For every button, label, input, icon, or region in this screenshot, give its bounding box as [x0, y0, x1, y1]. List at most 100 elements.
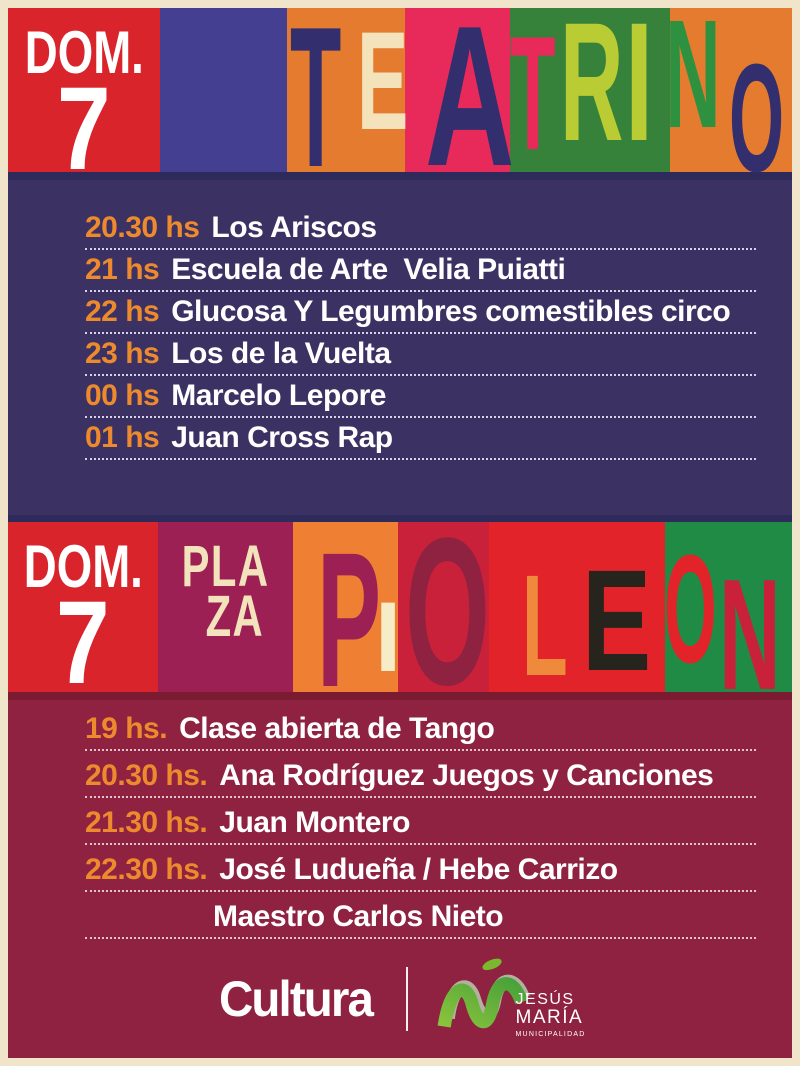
color-block	[670, 8, 792, 172]
event-title: Marcelo Lepore	[171, 379, 386, 412]
letter-glyph: E	[582, 539, 652, 701]
org-line3: MUNICIPALIDAD	[515, 1030, 586, 1038]
schedule-row: 21.30 hs. Juan Montero	[85, 798, 756, 845]
event-title: Glucosa Y Legumbres comestibles circo	[171, 295, 731, 328]
title-letter-N: N	[665, 0, 776, 151]
event-title: Juan Montero	[219, 806, 410, 839]
title-letter-T: T	[510, 13, 609, 175]
event-time: 22 hs	[85, 295, 160, 328]
letter-glyph: N	[665, 0, 721, 160]
org-line1: JESÚS	[515, 991, 575, 1008]
letter-glyph: T	[510, 3, 556, 184]
day-block-pio-leon: DOM. 7	[8, 522, 158, 709]
schedule-row: 01 hs Juan Cross Rap	[85, 418, 756, 460]
day-number: 7	[56, 577, 110, 709]
title-letter-L: L	[522, 553, 610, 697]
event-time: 20.30 hs	[85, 211, 200, 244]
day-label: DOM.	[23, 533, 143, 600]
color-block	[665, 522, 792, 692]
letter-glyph: I	[625, 0, 654, 176]
color-block	[158, 522, 293, 692]
title-letter-E: E	[357, 11, 450, 151]
pio-leon-schedule: 19 hs. Clase abierta de Tango 20.30 hs. Ana…	[8, 700, 792, 939]
jesus-maria-logo: JESÚS MARÍA MUNICIPALIDAD	[434, 955, 586, 1043]
title-letter-N: N	[719, 556, 800, 714]
event-title: José Ludueña / Hebe Carrizo	[219, 853, 618, 886]
venue-plaza-label: PLA ZA	[158, 522, 293, 692]
schedule-row: 23 hs Los de la Vuelta	[85, 334, 756, 376]
day-number: 7	[57, 63, 111, 195]
letter-glyph: A	[425, 0, 515, 208]
letter-glyph: E	[357, 2, 409, 159]
color-block	[287, 8, 405, 172]
event-title: Escuela de Arte Velia Puiatti	[171, 253, 566, 286]
event-time: 21 hs	[85, 253, 160, 286]
schedule-row: 22.30 hs. José Ludueña / Hebe Carrizo	[85, 845, 756, 892]
letter-glyph: O	[405, 493, 490, 729]
day-label: DOM.	[24, 19, 144, 86]
venue-line2: ZA	[205, 584, 265, 649]
event-title: Ana Rodríguez Juegos y Canciones	[219, 759, 714, 792]
color-block	[405, 8, 510, 172]
letter-glyph: O	[664, 523, 717, 695]
letter-glyph: T	[290, 0, 342, 209]
color-block	[398, 522, 489, 692]
event-title: Los de la Vuelta	[171, 337, 391, 370]
schedule-row: 22 hs Glucosa Y Legumbres comestibles cir…	[85, 292, 756, 334]
event-title: Maestro Carlos Nieto	[213, 900, 504, 933]
title-letter-E: E	[582, 548, 678, 692]
footer: Cultura	[8, 943, 792, 1055]
divider-line	[405, 967, 408, 1031]
letter-glyph: O	[729, 32, 785, 204]
day-block-teatrino: DOM. 7	[8, 8, 160, 189]
divider-strip	[8, 172, 792, 180]
cultura-wordmark: Cultura	[218, 971, 374, 1027]
leaf-icon	[481, 958, 502, 971]
color-block	[8, 8, 160, 172]
divider-strip	[8, 515, 792, 522]
letter-glyph: P	[317, 512, 382, 727]
municipality-name: JESÚS MARÍA MUNICIPALIDAD	[516, 991, 586, 1038]
title-letter-O: O	[664, 532, 784, 686]
title-letter-I: I	[375, 587, 403, 686]
title-letter-R: R	[560, 0, 682, 166]
schedule-row: 21 hs Escuela de Arte Velia Puiatti	[85, 250, 756, 292]
color-block	[510, 8, 670, 172]
color-block	[293, 522, 398, 692]
divider-strip	[8, 692, 792, 700]
event-title: Clase abierta de Tango	[179, 712, 495, 745]
event-time: 00 hs	[85, 379, 160, 412]
jesus-maria-ribbon-icon	[437, 958, 530, 1029]
color-block	[160, 8, 287, 172]
venue-line1: PLA	[181, 534, 270, 599]
letter-glyph: R	[560, 0, 624, 176]
schedule-row: 00 hs Marcelo Lepore	[85, 376, 756, 418]
event-time: 21.30 hs.	[85, 806, 208, 839]
pio-leon-section: 19 hs. Clase abierta de Tango 20.30 hs. Ana…	[8, 700, 792, 1058]
schedule-row: 20.30 hs. Ana Rodríguez Juegos y Cancione…	[85, 751, 756, 798]
event-time: 19 hs.	[85, 712, 168, 745]
letter-glyph: L	[522, 544, 568, 706]
title-letter-P: P	[317, 524, 445, 716]
letter-glyph: N	[719, 546, 781, 723]
event-time: 20.30 hs.	[85, 759, 208, 792]
title-letter-T: T	[290, 0, 412, 197]
color-block	[8, 522, 158, 692]
color-block	[489, 522, 665, 692]
schedule-row: 19 hs. Clase abierta de Tango	[85, 704, 756, 751]
letter-glyph: I	[375, 580, 402, 692]
title-letter-A: A	[425, 0, 569, 196]
title-letter-O: O	[405, 506, 568, 716]
event-title: Juan Cross Rap	[171, 421, 393, 454]
teatrino-schedule: 20.30 hs Los Ariscos 21 hs Escuela de Arte …	[8, 180, 792, 515]
event-title: Los Ariscos	[211, 211, 377, 244]
event-time: 22.30 hs.	[85, 853, 208, 886]
schedule-row: Maestro Carlos Nieto	[85, 892, 756, 939]
title-letter-O: O	[729, 41, 800, 195]
event-time: 01 hs	[85, 421, 160, 454]
org-line2: MARÍA	[515, 1007, 584, 1029]
title-letter-I: I	[625, 0, 672, 166]
